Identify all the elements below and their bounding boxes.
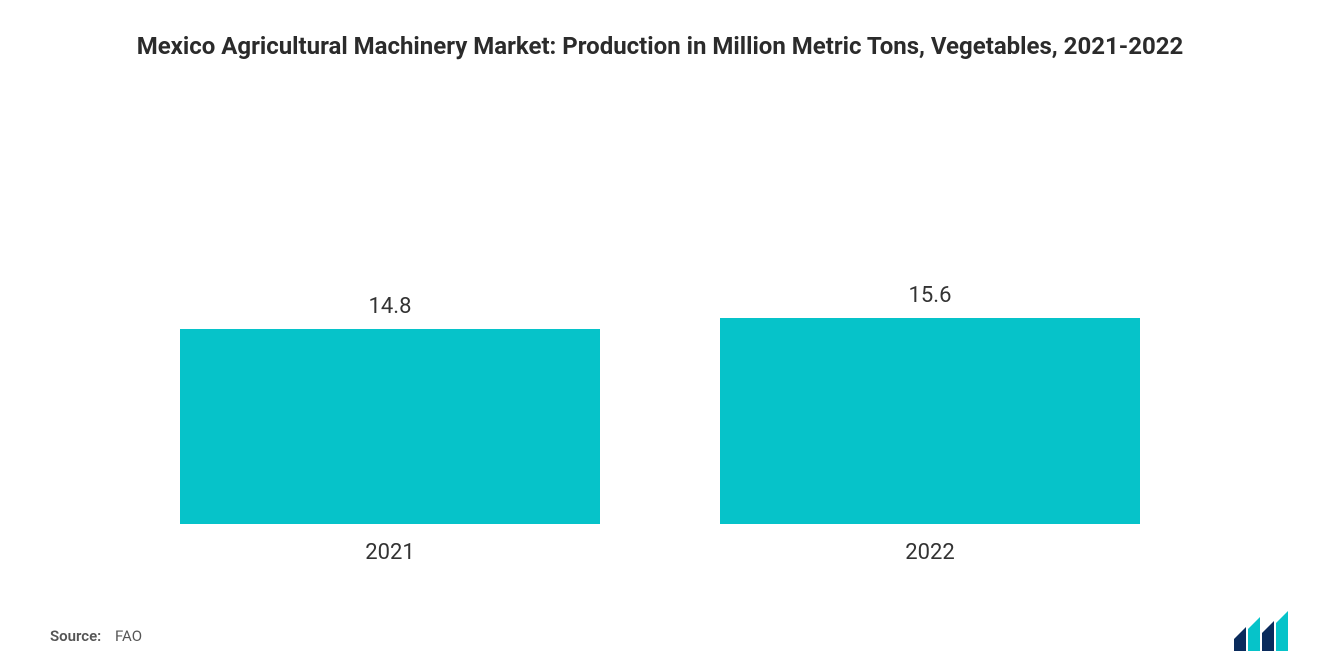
bar-value-2022: 15.6 <box>909 283 952 308</box>
bar-group-2022: 15.6 2022 <box>720 283 1140 565</box>
source-label: Source: <box>50 627 101 645</box>
logo-bars-icon <box>1234 611 1288 651</box>
source-value: FAO <box>115 627 142 645</box>
bar-2021 <box>180 329 600 524</box>
bar-label-2021: 2021 <box>365 540 414 565</box>
brand-logo-icon <box>1234 611 1290 651</box>
bar-2022 <box>720 318 1140 524</box>
chart-plot-area: 14.8 2021 15.6 2022 <box>50 74 1270 645</box>
chart-title: Mexico Agricultural Machinery Market: Pr… <box>137 30 1184 64</box>
bar-group-2021: 14.8 2021 <box>180 294 600 565</box>
chart-container: Mexico Agricultural Machinery Market: Pr… <box>0 0 1320 665</box>
bar-label-2022: 2022 <box>905 540 954 565</box>
source-attribution: Source: FAO <box>50 627 142 645</box>
bar-value-2021: 14.8 <box>369 294 412 319</box>
